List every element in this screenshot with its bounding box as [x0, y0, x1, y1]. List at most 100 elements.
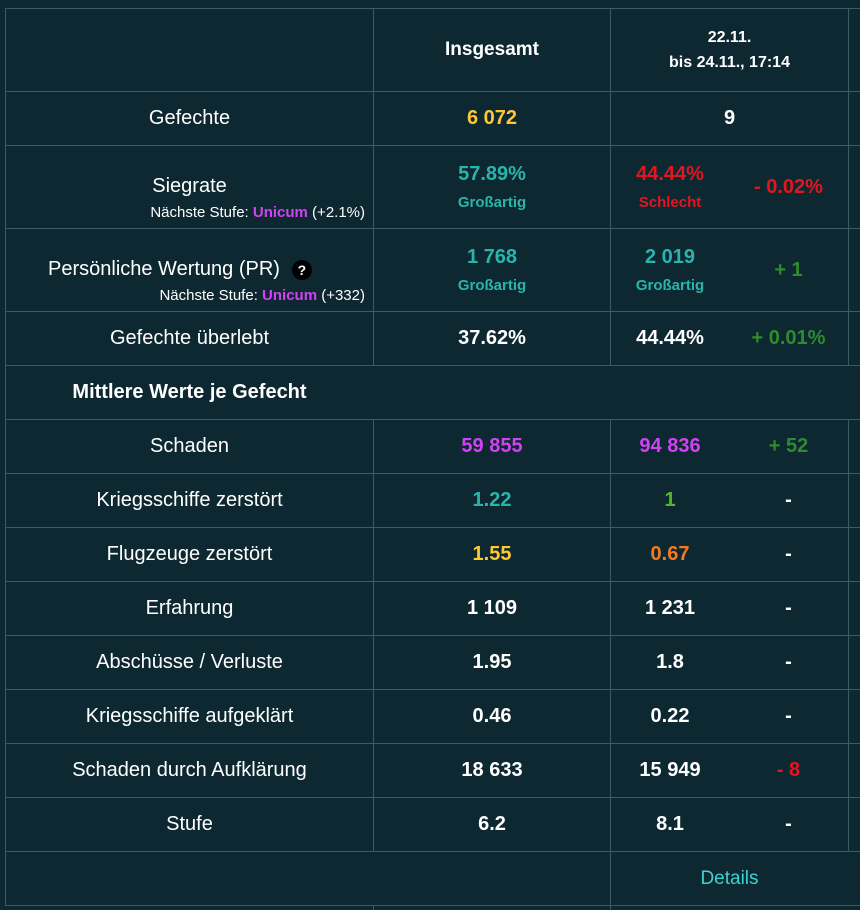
survived-total-value: 37.62%: [458, 327, 526, 349]
survived-diff-value: + 0.01%: [751, 327, 826, 349]
survived-period-value: 44.44%: [636, 327, 704, 349]
winrate-total-value: 57.89%: [458, 163, 526, 185]
winrate-next-tier-name: Unicum: [252, 204, 308, 221]
spotting-damage-diff: - 8: [729, 744, 848, 797]
row-label-battles: Gefechte: [6, 92, 373, 145]
kd-ratio-total-value: 1.95: [472, 651, 512, 673]
pr-diff: + 1: [729, 229, 848, 311]
kd-ratio-period-value: 1.8: [656, 651, 684, 673]
experience-period-value: 1 231: [644, 597, 696, 619]
winrate-next-tier: Nächste Stufe: Unicum (+2.1%): [150, 204, 365, 221]
column-header-total-label: Insgesamt: [445, 39, 539, 60]
kd-ratio-diff-value: -: [785, 651, 792, 673]
ships-spotted-period: 0.22: [611, 690, 729, 743]
row-label-planes-destroyed: Flugzeuge zerstört: [6, 528, 373, 581]
planes-destroyed-label: Flugzeuge zerstört: [106, 543, 273, 565]
ships-destroyed-total-value: 1.22: [472, 489, 512, 511]
damage-label: Schaden: [150, 435, 229, 457]
pr-period-value: 2 019: [644, 246, 696, 268]
section-title-text: Mittlere Werte je Gefecht: [72, 381, 307, 403]
spotting-damage-label: Schaden durch Aufklärung: [72, 759, 307, 781]
ships-spotted-label: Kriegsschiffe aufgeklärt: [85, 705, 294, 727]
row-label-winrate: Siegrate Nächste Stufe: Unicum (+2.1%): [6, 146, 373, 228]
spotting-damage-diff-value: - 8: [776, 759, 801, 781]
survived-period: 44.44%: [611, 312, 729, 365]
pr-period: 2 019 Großartig: [611, 229, 729, 311]
winrate-period-rating: Schlecht: [638, 194, 702, 211]
details-cell: Details: [611, 852, 848, 905]
details-link[interactable]: Details: [700, 867, 759, 889]
ships-destroyed-label: Kriegsschiffe zerstört: [96, 489, 283, 511]
battles-period: 9: [611, 92, 848, 145]
battles-label: Gefechte: [148, 107, 231, 129]
survived-diff: + 0.01%: [729, 312, 848, 365]
pr-next-suffix: (+332): [317, 287, 365, 304]
row-label-ships-destroyed: Kriegsschiffe zerstört: [6, 474, 373, 527]
row-label-experience: Erfahrung: [6, 582, 373, 635]
pr-total: 1 768 Großartig: [374, 229, 610, 311]
experience-diff-value: -: [785, 597, 792, 619]
battles-total-value: 6 072: [466, 107, 518, 129]
damage-period: 94 836: [611, 420, 729, 473]
winrate-label: Siegrate: [152, 175, 227, 197]
damage-total: 59 855: [374, 420, 610, 473]
tier-period-value: 8.1: [656, 813, 684, 835]
tier-diff-value: -: [785, 813, 792, 835]
spotting-damage-period: 15 949: [611, 744, 729, 797]
ships-spotted-diff: -: [729, 690, 848, 743]
column-header-period: 22.11. bis 24.11., 17:14: [611, 9, 848, 91]
ships-destroyed-total: 1.22: [374, 474, 610, 527]
pr-label: Persönliche Wertung (PR): [48, 258, 280, 280]
tier-label: Stufe: [166, 813, 213, 835]
pr-next-prefix: Nächste Stufe:: [159, 287, 263, 304]
pr-next-tier: Nächste Stufe: Unicum (+332): [159, 287, 365, 304]
tier-diff: -: [729, 798, 848, 851]
period-start-date: 22.11.: [707, 29, 752, 46]
damage-diff: + 52: [729, 420, 848, 473]
kd-ratio-total: 1.95: [374, 636, 610, 689]
winrate-total-rating: Großartig: [457, 194, 527, 211]
planes-destroyed-total: 1.55: [374, 528, 610, 581]
winrate-diff: - 0.02%: [729, 146, 848, 228]
tier-total: 6.2: [374, 798, 610, 851]
winrate-period-value: 44.44%: [636, 163, 704, 185]
damage-total-value: 59 855: [461, 435, 523, 457]
row-label-tier: Stufe: [6, 798, 373, 851]
damage-period-value: 94 836: [639, 435, 701, 457]
winrate-diff-value: - 0.02%: [754, 175, 823, 198]
spotting-damage-total: 18 633: [374, 744, 610, 797]
winrate-total: 57.89% Großartig: [374, 146, 610, 228]
experience-total: 1 109: [374, 582, 610, 635]
spotting-damage-period-value: 15 949: [639, 759, 701, 781]
row-label-survived: Gefechte überlebt: [6, 312, 373, 365]
pr-period-rating: Großartig: [635, 277, 705, 294]
experience-total-value: 1 109: [466, 597, 518, 619]
pr-total-rating: Großartig: [457, 277, 527, 294]
period-end-date: bis 24.11., 17:14: [669, 54, 790, 71]
survived-total: 37.62%: [374, 312, 610, 365]
spotting-damage-total-value: 18 633: [461, 759, 523, 781]
column-header-total: Insgesamt: [374, 9, 610, 91]
help-icon[interactable]: ?: [291, 259, 312, 280]
ships-spotted-total-value: 0.46: [472, 705, 512, 727]
kd-ratio-period: 1.8: [611, 636, 729, 689]
tier-total-value: 6.2: [478, 813, 506, 835]
ships-destroyed-diff-value: -: [785, 489, 792, 511]
planes-destroyed-period: 0.67: [611, 528, 729, 581]
row-label-pr: Persönliche Wertung (PR)? Nächste Stufe:…: [6, 229, 373, 311]
ships-destroyed-diff: -: [729, 474, 848, 527]
planes-destroyed-period-value: 0.67: [650, 543, 690, 565]
battles-total: 6 072: [374, 92, 610, 145]
tier-period: 8.1: [611, 798, 729, 851]
ships-destroyed-period-value: 1: [664, 489, 676, 511]
experience-label: Erfahrung: [145, 597, 234, 619]
pr-next-tier-name: Unicum: [262, 287, 318, 304]
pr-total-value: 1 768: [466, 246, 518, 268]
planes-destroyed-diff-value: -: [785, 543, 792, 565]
kd-ratio-diff: -: [729, 636, 848, 689]
ships-spotted-diff-value: -: [785, 705, 792, 727]
battles-period-value: 9: [723, 107, 736, 129]
experience-period: 1 231: [611, 582, 729, 635]
planes-destroyed-diff: -: [729, 528, 848, 581]
planes-destroyed-total-value: 1.55: [472, 543, 512, 565]
